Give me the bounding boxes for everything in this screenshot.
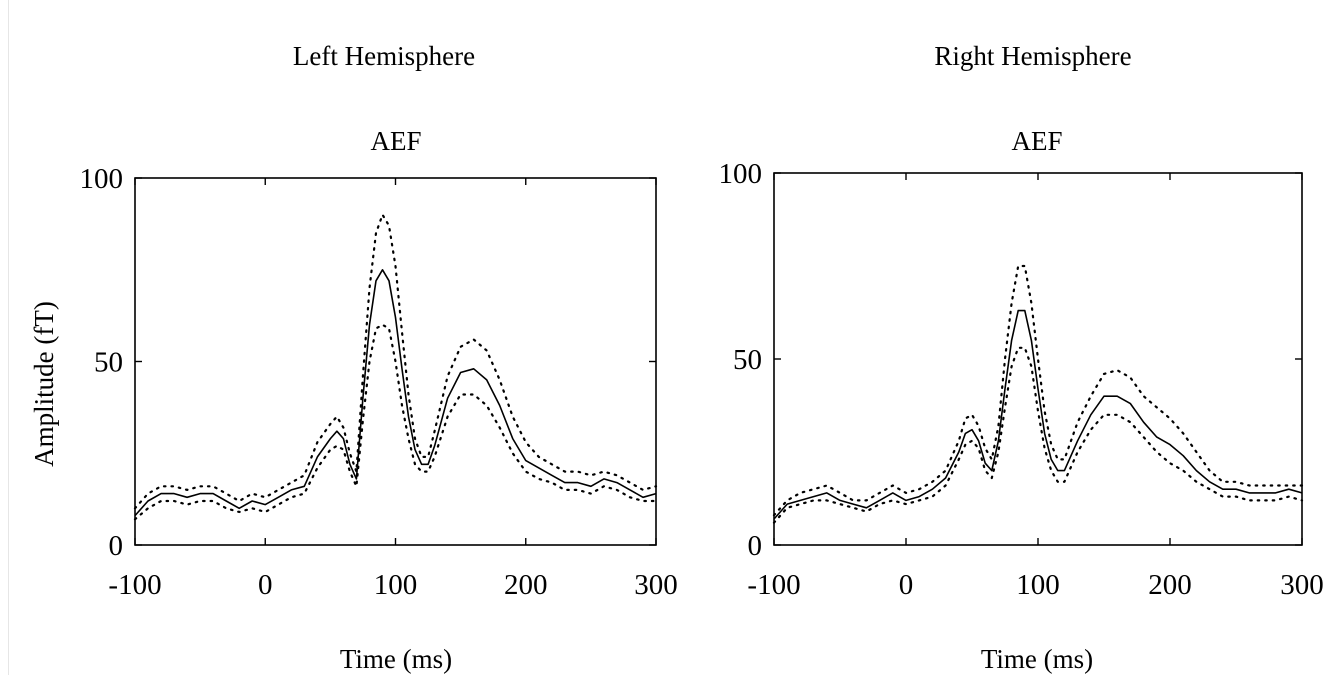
left-x-tick-label: 200 <box>504 569 548 601</box>
right-mean-line <box>773 309 1303 520</box>
left-confidence-line-1 <box>133 213 658 510</box>
left-y-tick-label: 0 <box>109 530 124 562</box>
left-tick-labels: -100 0 100 200 300 0 50 100 <box>80 163 678 601</box>
left-edge-rule <box>8 0 9 675</box>
right-y-tick-label: 100 <box>719 158 763 190</box>
right-x-tick-label: 100 <box>1016 569 1060 601</box>
left-chart-title: AEF <box>370 126 421 156</box>
left-hemisphere-heading: Left Hemisphere <box>293 41 475 71</box>
right-hemisphere-heading: Right Hemisphere <box>934 41 1131 71</box>
left-y-tick-label: 50 <box>94 347 123 379</box>
right-plot-area <box>772 172 1304 546</box>
left-plot-area <box>133 177 658 546</box>
right-y-tick-label: 50 <box>733 344 762 376</box>
left-x-tick-label: -100 <box>108 569 161 601</box>
left-x-tick-label: 300 <box>634 569 678 601</box>
left-y-axis-label: Amplitude (fT) <box>29 301 59 467</box>
left-x-tick-label: 0 <box>258 569 273 601</box>
right-panel: Right Hemisphere AEF Time (ms) -100 0 100 2… <box>719 41 1324 674</box>
left-x-axis-label: Time (ms) <box>340 644 452 674</box>
right-confidence-line-2 <box>772 346 1304 524</box>
left-x-tick-label: 100 <box>374 569 418 601</box>
right-x-tick-label: 0 <box>899 569 914 601</box>
left-y-tick-label: 100 <box>80 163 124 195</box>
left-panel: Left Hemisphere AEF Time (ms) Amplitude … <box>29 41 678 674</box>
right-x-tick-label: 200 <box>1148 569 1192 601</box>
right-x-axis-label: Time (ms) <box>981 644 1093 674</box>
right-chart-title: AEF <box>1011 126 1062 156</box>
left-mean-line <box>134 268 657 517</box>
right-y-tick-label: 0 <box>748 530 763 562</box>
right-x-tick-label: 300 <box>1280 569 1324 601</box>
right-x-tick-label: -100 <box>747 569 800 601</box>
left-confidence-line-2 <box>133 323 658 521</box>
right-tick-labels: -100 0 100 200 300 0 50 100 <box>719 158 1324 601</box>
